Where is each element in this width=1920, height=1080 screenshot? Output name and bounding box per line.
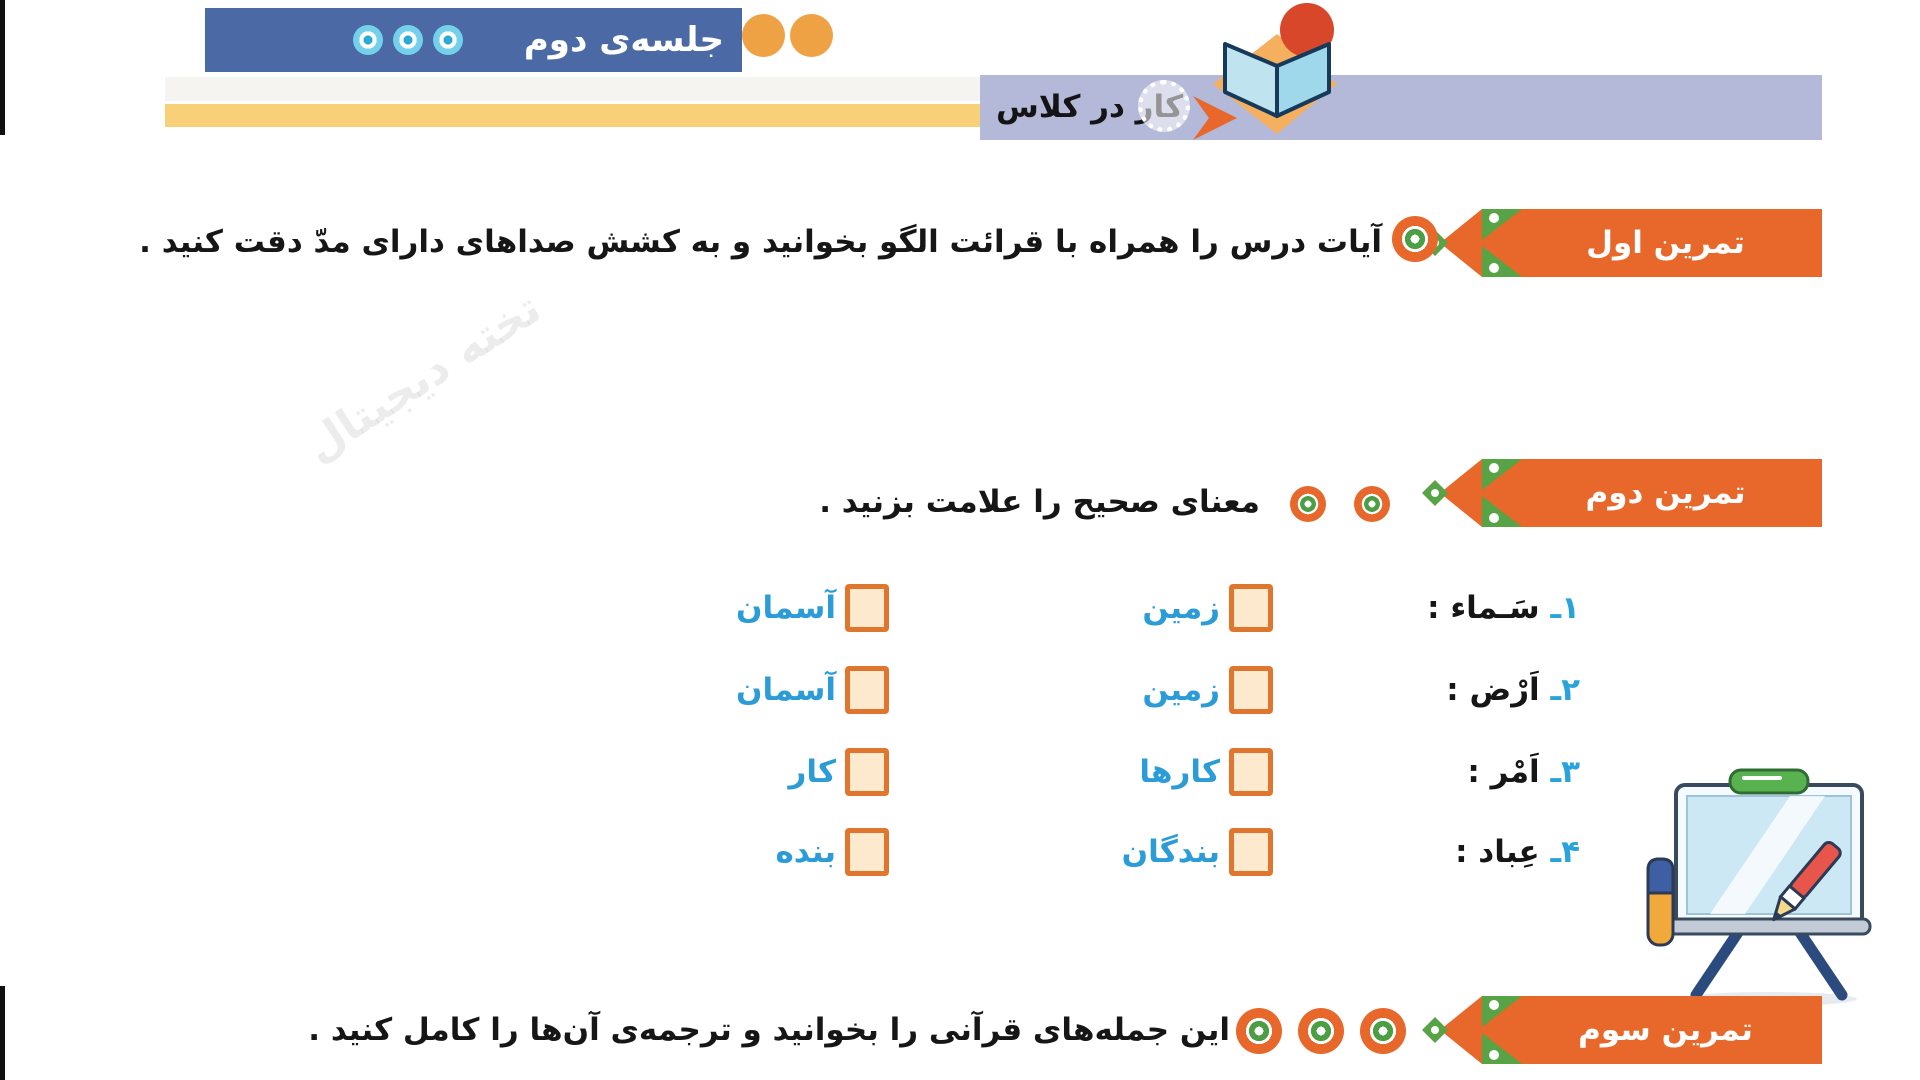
answer-checkbox[interactable] bbox=[1229, 666, 1273, 714]
bullet-icon bbox=[1392, 216, 1438, 262]
decor-circle-icon bbox=[353, 25, 383, 55]
left-edge-top bbox=[0, 0, 5, 135]
exercise-1-label: تمرین اول bbox=[1586, 225, 1745, 261]
option-label: زمین bbox=[1142, 672, 1220, 708]
exercise-2-label: تمرین دوم bbox=[1585, 475, 1746, 511]
option-label: آسمان bbox=[736, 672, 836, 708]
whiteboard-illustration bbox=[1646, 768, 1872, 1006]
item-word: اَرْض : bbox=[1446, 672, 1540, 708]
banner-arrow-icon bbox=[1422, 209, 1822, 277]
item-word: عِباد : bbox=[1455, 834, 1540, 870]
exercise-2-instruction: معنای صحیح را علامت بزنید . bbox=[819, 484, 1260, 520]
exercise-3-label: تمرین سوم bbox=[1578, 1012, 1753, 1048]
answer-checkbox[interactable] bbox=[1229, 748, 1273, 796]
item-number: ۱ـ bbox=[1550, 590, 1580, 626]
watermark: تخته دیجیتال bbox=[296, 282, 550, 473]
banner-arrow-icon bbox=[1422, 459, 1822, 527]
answer-checkbox[interactable] bbox=[1229, 584, 1273, 632]
item-number: ۳ـ bbox=[1550, 754, 1580, 790]
left-edge-bottom bbox=[0, 986, 5, 1080]
answer-checkbox[interactable] bbox=[1229, 828, 1273, 876]
answer-checkbox[interactable] bbox=[845, 666, 889, 714]
quran-logo-icon bbox=[1193, 3, 1337, 140]
item-number: ۴ـ bbox=[1550, 834, 1580, 870]
exercise-1-instruction: آیات درس را همراه با قرائت الگو بخوانید … bbox=[139, 224, 1382, 260]
answer-checkbox[interactable] bbox=[845, 748, 889, 796]
item-number: ۲ـ bbox=[1550, 672, 1580, 708]
decor-circle-icon bbox=[393, 25, 423, 55]
answer-checkbox[interactable] bbox=[845, 828, 889, 876]
option-label: کار bbox=[788, 754, 836, 790]
dotted-ring-icon bbox=[1138, 80, 1190, 132]
orange-dot-icon bbox=[742, 14, 785, 57]
bullet-icon bbox=[1236, 1008, 1282, 1054]
option-label: کارها bbox=[1139, 754, 1220, 790]
answer-checkbox[interactable] bbox=[845, 584, 889, 632]
option-label: آسمان bbox=[736, 590, 836, 626]
option-label: زمین bbox=[1142, 590, 1220, 626]
bullet-icon bbox=[1290, 486, 1326, 522]
exercise-3-banner: تمرین سوم bbox=[1422, 996, 1822, 1064]
exercise-2-banner: تمرین دوم bbox=[1422, 459, 1822, 527]
exercise-1-banner: تمرین اول bbox=[1422, 209, 1822, 277]
session-banner: جلسه‌ی دوم bbox=[205, 8, 742, 72]
banner-arrow-icon bbox=[1422, 996, 1822, 1064]
bullet-icon bbox=[1354, 486, 1390, 522]
bullet-icon bbox=[1298, 1008, 1344, 1054]
orange-dot-icon bbox=[790, 14, 833, 57]
item-word: سَـماء : bbox=[1427, 590, 1540, 626]
exercise-3-instruction: این جمله‌های قرآنی را بخوانید و ترجمه‌ی … bbox=[308, 1012, 1230, 1048]
classwork-banner: کار در کلاس bbox=[980, 75, 1822, 140]
option-label: بنده bbox=[775, 834, 836, 870]
decor-circle-icon bbox=[433, 25, 463, 55]
bullet-icon bbox=[1360, 1008, 1406, 1054]
session-title: جلسه‌ی دوم bbox=[523, 20, 724, 60]
option-label: بندگان bbox=[1121, 834, 1220, 870]
item-word: اَمْر : bbox=[1467, 754, 1540, 790]
